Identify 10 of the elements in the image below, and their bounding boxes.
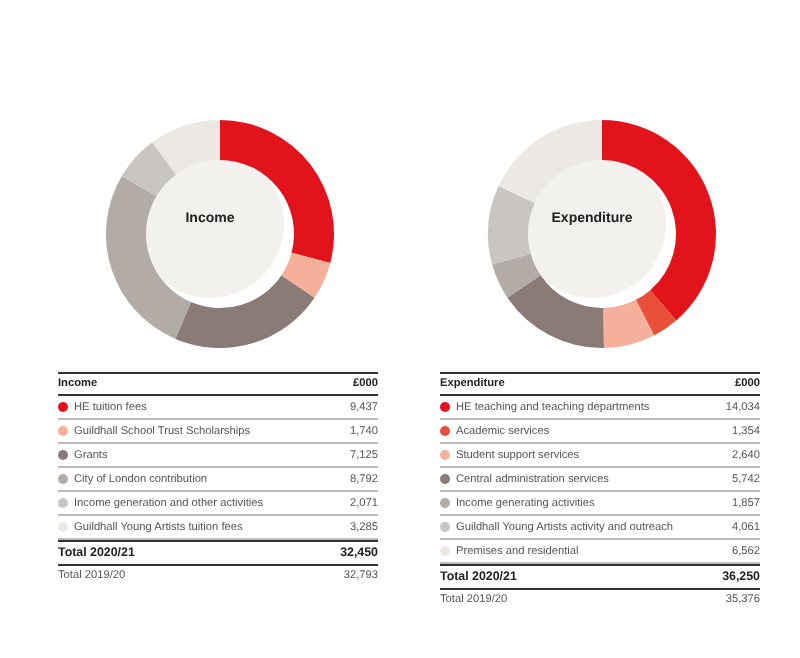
donut-slice (152, 120, 220, 175)
donut-slice (488, 186, 535, 265)
donut-slice (603, 299, 655, 348)
donut-slice (492, 253, 541, 298)
donut-slice (635, 290, 677, 336)
donut-slice (498, 120, 602, 203)
donut-slice (281, 252, 331, 298)
donut-slice (507, 275, 604, 348)
donut-slice (121, 142, 177, 197)
donut-slice (175, 275, 315, 348)
